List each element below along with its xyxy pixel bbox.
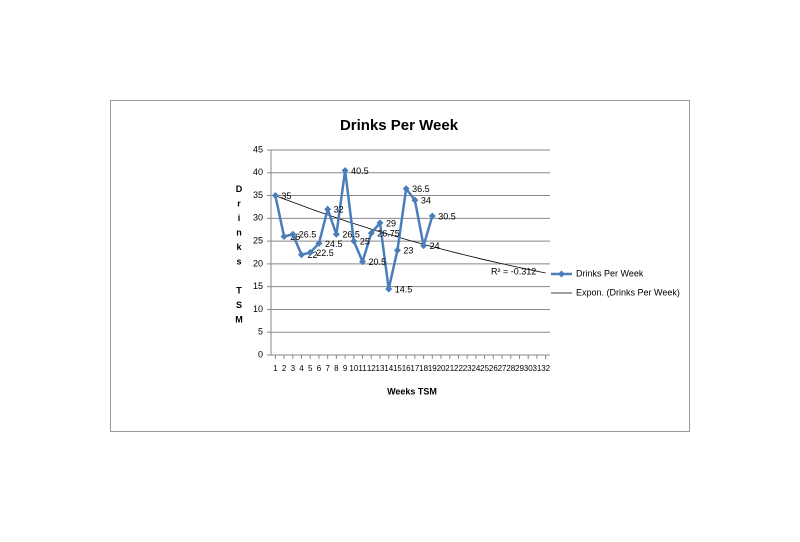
- data-label: 30.5: [438, 211, 456, 221]
- x-tick-label: 25: [480, 364, 489, 373]
- data-label: 26.5: [299, 230, 317, 240]
- data-label: 26.5: [342, 230, 360, 240]
- data-point: [393, 246, 401, 254]
- data-point: [332, 230, 340, 238]
- x-tick-label: 24: [471, 364, 480, 373]
- data-label: 25: [360, 236, 370, 246]
- data-point: [411, 196, 419, 204]
- x-tick-label: 29: [515, 364, 524, 373]
- data-point: [315, 239, 323, 247]
- data-point: [367, 229, 375, 237]
- y-tick-label: 25: [253, 235, 263, 245]
- data-point: [359, 258, 367, 266]
- data-point: [350, 237, 358, 245]
- trendline: [275, 195, 546, 274]
- x-tick-label: 10: [349, 364, 358, 373]
- x-tick-label: 14: [384, 364, 393, 373]
- data-point: [428, 212, 436, 220]
- y-tick-label: 40: [253, 167, 263, 177]
- y-tick-label: 5: [258, 327, 263, 337]
- data-label: 23: [403, 246, 413, 256]
- data-point: [289, 230, 297, 238]
- data-point: [271, 192, 279, 200]
- x-tick-label: 30: [524, 364, 533, 373]
- x-tick-label: 16: [402, 364, 411, 373]
- x-tick-label: 1: [273, 364, 278, 373]
- data-label: 22.5: [316, 248, 334, 258]
- data-label: 35: [281, 191, 291, 201]
- legend-label: Expon. (Drinks Per Week): [576, 287, 680, 297]
- data-label: 29: [386, 218, 396, 228]
- data-label: 26: [290, 232, 300, 242]
- chart-title: Drinks Per Week: [340, 117, 459, 134]
- data-label: 22: [308, 250, 318, 260]
- x-tick-label: 17: [410, 364, 419, 373]
- x-tick-label: 12: [367, 364, 376, 373]
- y-tick-label: 45: [253, 144, 263, 154]
- x-axis-label: Weeks TSM: [387, 386, 437, 396]
- y-tick-label: 15: [253, 281, 263, 291]
- legend-label: Drinks Per Week: [576, 268, 644, 278]
- x-tick-label: 23: [463, 364, 472, 373]
- data-label: 34: [421, 195, 431, 205]
- data-point: [402, 185, 410, 193]
- data-label: 32: [334, 205, 344, 215]
- x-tick-label: 6: [317, 364, 322, 373]
- y-tick-label: 30: [253, 213, 263, 223]
- data-point: [306, 249, 314, 256]
- x-tick-label: 27: [498, 364, 507, 373]
- x-tick-label: 28: [506, 364, 515, 373]
- y-tick-label: 20: [253, 258, 263, 268]
- chart-border: [110, 100, 690, 432]
- x-tick-label: 8: [334, 364, 339, 373]
- data-point: [280, 233, 288, 241]
- data-label: 26.75: [377, 229, 400, 239]
- x-tick-label: 20: [437, 364, 446, 373]
- data-point: [341, 167, 349, 174]
- y-tick-label: 35: [253, 190, 263, 200]
- data-label: 40.5: [351, 166, 369, 176]
- data-point: [324, 205, 332, 213]
- data-label: 14.5: [395, 284, 413, 294]
- data-point: [376, 219, 384, 227]
- x-tick-label: 18: [419, 364, 428, 373]
- legend-marker: [558, 270, 565, 278]
- x-tick-label: 13: [376, 364, 385, 373]
- x-tick-label: 22: [454, 364, 463, 373]
- x-tick-label: 9: [343, 364, 348, 373]
- x-tick-label: 2: [282, 364, 287, 373]
- x-tick-label: 3: [291, 364, 296, 373]
- x-tick-label: 31: [532, 364, 541, 373]
- y-tick-label: 10: [253, 304, 263, 314]
- x-tick-label: 11: [358, 364, 367, 373]
- y-tick-label: 0: [258, 349, 263, 359]
- x-tick-label: 7: [325, 364, 330, 373]
- data-label: 24: [430, 241, 440, 251]
- x-tick-label: 32: [541, 364, 550, 373]
- data-label: 20.5: [369, 257, 387, 267]
- data-point: [298, 251, 306, 259]
- data-label: 36.5: [412, 184, 430, 194]
- data-point: [420, 242, 428, 250]
- x-tick-label: 26: [489, 364, 498, 373]
- x-tick-label: 5: [308, 364, 313, 373]
- x-tick-label: 15: [393, 364, 402, 373]
- x-tick-label: 21: [445, 364, 454, 373]
- data-label: 24.5: [325, 239, 343, 249]
- trend-annotation: R² = -0.312: [491, 266, 536, 276]
- x-tick-label: 4: [299, 364, 304, 373]
- data-point: [385, 285, 393, 293]
- x-tick-label: 19: [428, 364, 437, 373]
